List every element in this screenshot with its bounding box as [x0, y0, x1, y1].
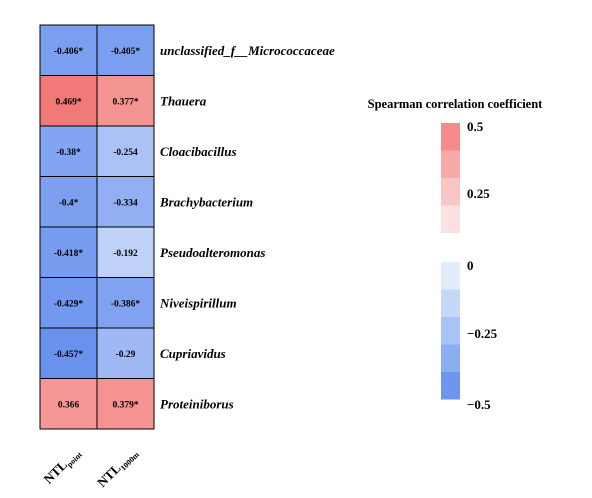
cell-value-label: -0.29 — [116, 350, 136, 360]
legend-swatch-negative — [441, 289, 460, 317]
cell-value-label: -0.405* — [111, 47, 141, 57]
cell-value-label: 0.377* — [112, 97, 138, 107]
row-label: Niveispirillum — [159, 295, 237, 310]
cell-value-label: -0.429* — [54, 299, 84, 309]
heatmap-cell — [96, 75, 155, 127]
column-label: NTL1000m — [94, 444, 141, 491]
cell-value-label: -0.38* — [56, 148, 81, 158]
row-label: Cupriavidus — [160, 346, 226, 361]
heatmap-cell — [96, 125, 155, 177]
legend-title: Spearman correlation coefficient — [368, 97, 544, 111]
row-label: Cloacibacillus — [160, 144, 237, 159]
row-label: Thauera — [160, 93, 207, 108]
heatmap-cell — [96, 226, 155, 278]
heatmap-cell — [96, 378, 155, 430]
legend-swatch-negative — [441, 372, 460, 400]
cell-value-label: -0.4* — [59, 198, 79, 208]
legend-tick-label: −0.5 — [467, 397, 491, 412]
cell-value-label: -0.334 — [113, 198, 138, 208]
cell-value-label: -0.192 — [113, 249, 138, 259]
row-label: Brachybacterium — [159, 194, 253, 209]
row-label: unclassified_f__Micrococcaceae — [160, 43, 335, 58]
cell-value-label: -0.386* — [111, 299, 141, 309]
heatmap-cell — [96, 327, 155, 379]
legend-swatch-positive — [441, 150, 460, 178]
legend-swatch-negative — [441, 317, 460, 345]
row-labels: unclassified_f__Micrococcaceae Thauera Clo… — [159, 43, 335, 412]
legend-tick-label: 0.5 — [467, 119, 484, 134]
cell-value-label: -0.457* — [54, 350, 84, 360]
heatmap-cell — [96, 24, 155, 76]
cell-value-label: 0.469* — [55, 97, 81, 107]
legend-swatch-negative — [441, 262, 460, 290]
legend-swatch-positive — [441, 178, 460, 206]
legend-swatch-positive — [441, 123, 460, 151]
heatmap-cells: -0.406* -0.405* 0.469* 0.377* -0.38* -0.254 -0… — [39, 24, 155, 430]
column-label: NTLpoint — [41, 444, 85, 488]
cell-value-label: -0.406* — [54, 47, 84, 57]
legend: Spearman correlation coefficient 0.5 0.25… — [368, 97, 544, 412]
heatmap-cell — [39, 24, 98, 76]
cell-value-label: 0.366 — [58, 400, 80, 410]
heatmap-cell — [96, 176, 155, 228]
cell-value-label: 0.379* — [112, 400, 138, 410]
legend-swatch-negative — [441, 344, 460, 372]
legend-tick-label: 0 — [467, 258, 474, 273]
cell-value-label: -0.254 — [113, 148, 138, 158]
legend-swatch-positive — [441, 205, 460, 233]
legend-tick-label: −0.25 — [467, 326, 498, 341]
cell-value-label: -0.418* — [54, 249, 84, 259]
heatmap-cell — [96, 277, 155, 329]
row-label: Proteiniborus — [160, 396, 234, 411]
heatmap-cell — [39, 75, 98, 127]
legend-tick-label: 0.25 — [467, 186, 490, 201]
row-label: Pseudoalteromonas — [160, 245, 265, 260]
